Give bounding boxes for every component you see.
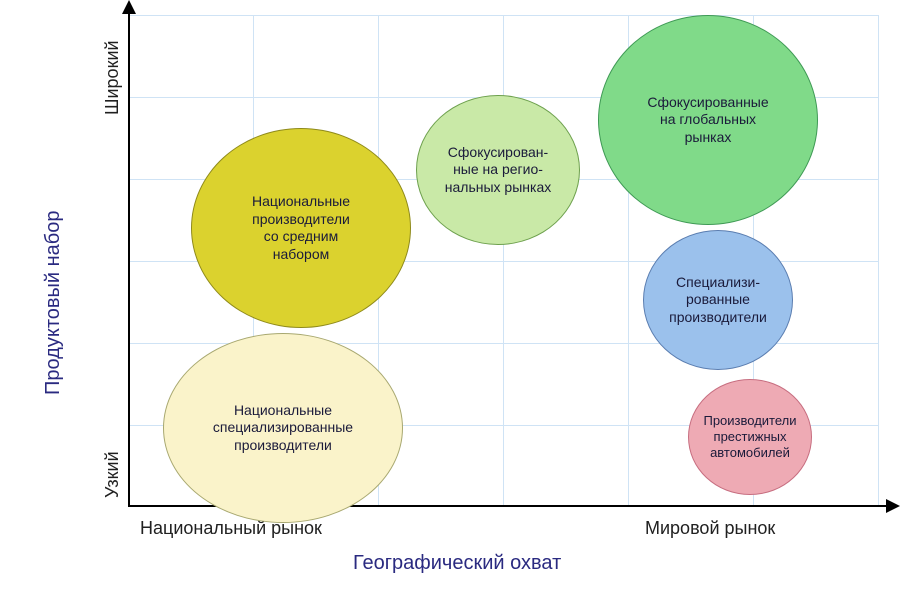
bubble-label: Национальные производители со средним на… [252,193,350,263]
bubble-national-medium: Национальные производители со средним на… [191,128,411,328]
y-axis-arrow [122,0,136,14]
bubble-global-focused: Сфокусированные на глобальных рынках [598,15,818,225]
bubble-prestige-cars: Производители престижных автомобилей [688,379,812,495]
bubble-specialized-makers: Специализи- рованные производители [643,230,793,370]
x-tick-right: Мировой рынок [645,518,775,539]
bubble-national-specialized: Национальные специализированные производ… [163,333,403,523]
x-axis-arrow [886,499,900,513]
y-tick-top: Широкий [102,40,123,115]
y-tick-bottom: Узкий [102,451,123,498]
x-axis-title: Географический охват [353,552,561,575]
bubble-label: Сфокусирован- ные на регио- нальных рынк… [445,144,551,197]
bubble-regional-focused: Сфокусирован- ные на регио- нальных рынк… [416,95,580,245]
bubble-label: Производители престижных автомобилей [703,413,796,462]
bubble-label: Специализи- рованные производители [669,274,767,327]
y-axis-title: Продуктовый набор [42,211,65,395]
bubbles-layer: Национальные специализированные производ… [128,15,878,505]
chart-stage: Географический охват Продуктовый набор Н… [0,0,907,589]
gridline-vertical [878,15,879,505]
bubble-label: Национальные специализированные производ… [213,402,353,455]
bubble-label: Сфокусированные на глобальных рынках [647,94,768,147]
